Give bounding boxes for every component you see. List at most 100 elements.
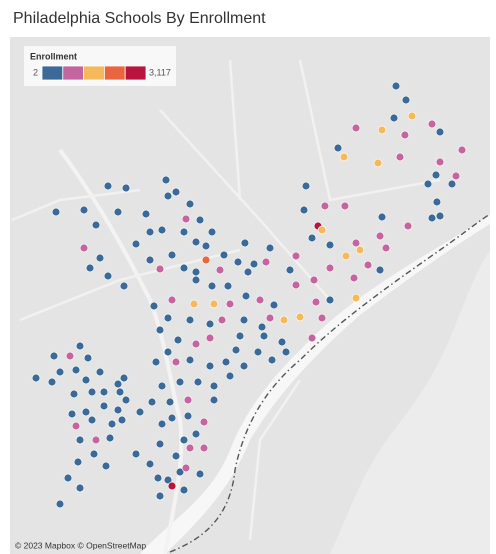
school-point (185, 315, 195, 325)
school-point (223, 281, 233, 291)
school-point (389, 113, 399, 123)
school-point (113, 207, 123, 217)
school-point (241, 291, 251, 301)
school-point (257, 322, 267, 332)
school-point (351, 123, 361, 133)
school-point (151, 357, 161, 367)
school-point (209, 381, 219, 391)
school-point (55, 367, 65, 377)
school-point (75, 435, 85, 445)
school-point (179, 435, 189, 445)
new-jersey (330, 250, 490, 554)
school-point (175, 377, 185, 387)
school-point (435, 211, 445, 221)
school-point (91, 435, 101, 445)
school-point (207, 227, 217, 237)
legend-swatch (104, 65, 126, 81)
school-point (121, 183, 131, 193)
school-point (189, 299, 199, 309)
school-point (400, 130, 410, 140)
school-point (179, 227, 189, 237)
school-point (103, 271, 113, 281)
school-point (451, 171, 461, 181)
school-point (317, 313, 327, 323)
school-point (311, 297, 321, 307)
school-point (181, 463, 191, 473)
legend-swatch (124, 65, 147, 81)
school-point (269, 300, 279, 310)
school-point (155, 325, 165, 335)
school-point (145, 459, 155, 469)
school-point (119, 373, 129, 383)
school-point (351, 238, 361, 248)
school-point (423, 179, 433, 189)
school-point (205, 361, 215, 371)
school-point (375, 231, 385, 241)
school-point (285, 265, 295, 275)
school-point (171, 187, 181, 197)
school-point (199, 417, 209, 427)
school-point (163, 313, 173, 323)
state-boundary (169, 213, 491, 553)
school-point (219, 250, 229, 260)
school-point (243, 267, 253, 277)
school-point (341, 251, 351, 261)
school-point (81, 375, 91, 385)
school-point (249, 259, 259, 269)
school-point (435, 127, 445, 137)
school-point (277, 337, 287, 347)
school-point (191, 429, 201, 439)
school-point (201, 241, 211, 251)
school-point (99, 387, 109, 397)
school-point (320, 201, 330, 211)
school-point (47, 377, 57, 387)
school-point (193, 377, 203, 387)
school-point (155, 439, 165, 449)
school-point (199, 443, 209, 453)
school-point (195, 469, 205, 479)
legend-tick-label: 3,117 (149, 67, 171, 77)
school-point (165, 397, 175, 407)
school-point (171, 357, 181, 367)
school-point (377, 125, 387, 135)
school-point (231, 345, 241, 355)
school-point (163, 475, 173, 485)
school-point (307, 333, 317, 343)
school-point (267, 355, 277, 365)
school-point (81, 407, 91, 417)
school-point (63, 473, 73, 483)
school-point (163, 347, 173, 357)
school-point (295, 312, 305, 322)
school-point (435, 157, 445, 167)
school-point (391, 81, 401, 91)
legend-swatch (62, 65, 84, 81)
school-point (225, 299, 235, 309)
school-point (217, 315, 227, 325)
school-point (279, 315, 289, 325)
school-point (401, 95, 411, 105)
school-point (103, 181, 113, 191)
school-point (185, 355, 195, 365)
school-point (181, 214, 191, 224)
school-point (239, 315, 249, 325)
school-point (79, 243, 89, 253)
school-point (363, 260, 373, 270)
school-point (299, 205, 309, 215)
legend-swatch (83, 65, 105, 81)
school-point (175, 467, 185, 477)
school-point (381, 243, 391, 253)
school-point (145, 227, 155, 237)
school-point (49, 351, 59, 361)
school-point (101, 461, 111, 471)
school-point (395, 152, 405, 162)
school-point (253, 347, 263, 357)
school-point (31, 373, 41, 383)
school-point (79, 205, 89, 215)
school-point (131, 239, 141, 249)
school-point (89, 449, 99, 459)
school-point (155, 264, 165, 274)
legend-swatch (41, 65, 64, 81)
school-point (75, 341, 85, 351)
school-point (375, 265, 385, 275)
